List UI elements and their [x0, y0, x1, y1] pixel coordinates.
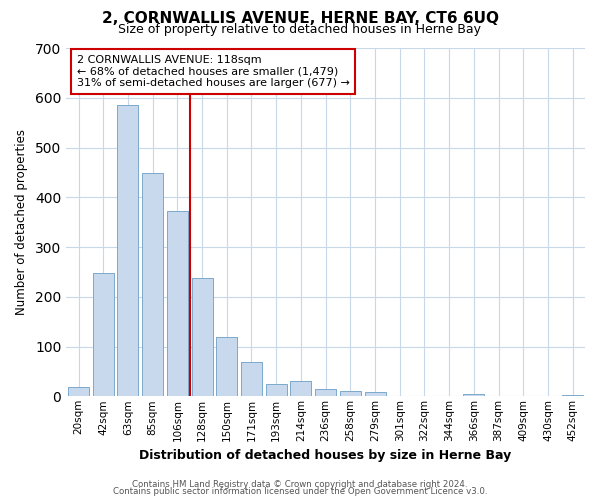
Y-axis label: Number of detached properties: Number of detached properties — [15, 129, 28, 315]
Text: Size of property relative to detached houses in Herne Bay: Size of property relative to detached ho… — [119, 24, 482, 36]
Bar — [241, 362, 262, 396]
Bar — [118, 105, 139, 397]
Bar — [142, 174, 163, 396]
X-axis label: Distribution of detached houses by size in Herne Bay: Distribution of detached houses by size … — [139, 450, 512, 462]
Bar — [290, 381, 311, 396]
Bar — [365, 392, 386, 396]
Bar — [68, 388, 89, 396]
Text: 2, CORNWALLIS AVENUE, HERNE BAY, CT6 6UQ: 2, CORNWALLIS AVENUE, HERNE BAY, CT6 6UQ — [101, 11, 499, 26]
Text: Contains public sector information licensed under the Open Government Licence v3: Contains public sector information licen… — [113, 488, 487, 496]
Text: Contains HM Land Registry data © Crown copyright and database right 2024.: Contains HM Land Registry data © Crown c… — [132, 480, 468, 489]
Bar — [93, 273, 114, 396]
Bar — [463, 394, 484, 396]
Bar — [266, 384, 287, 396]
Bar — [562, 395, 583, 396]
Bar — [167, 211, 188, 396]
Bar — [340, 392, 361, 396]
Bar — [191, 278, 212, 396]
Text: 2 CORNWALLIS AVENUE: 118sqm
← 68% of detached houses are smaller (1,479)
31% of : 2 CORNWALLIS AVENUE: 118sqm ← 68% of det… — [77, 55, 349, 88]
Bar — [216, 336, 237, 396]
Bar — [315, 390, 336, 396]
